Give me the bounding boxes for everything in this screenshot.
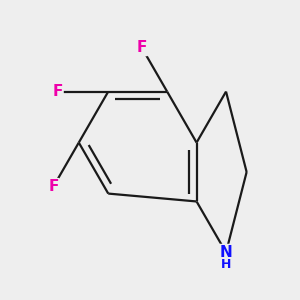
Text: H: H (221, 258, 231, 271)
Text: F: F (52, 84, 63, 99)
Text: F: F (48, 179, 59, 194)
Text: N: N (220, 245, 232, 260)
Text: F: F (136, 40, 147, 55)
